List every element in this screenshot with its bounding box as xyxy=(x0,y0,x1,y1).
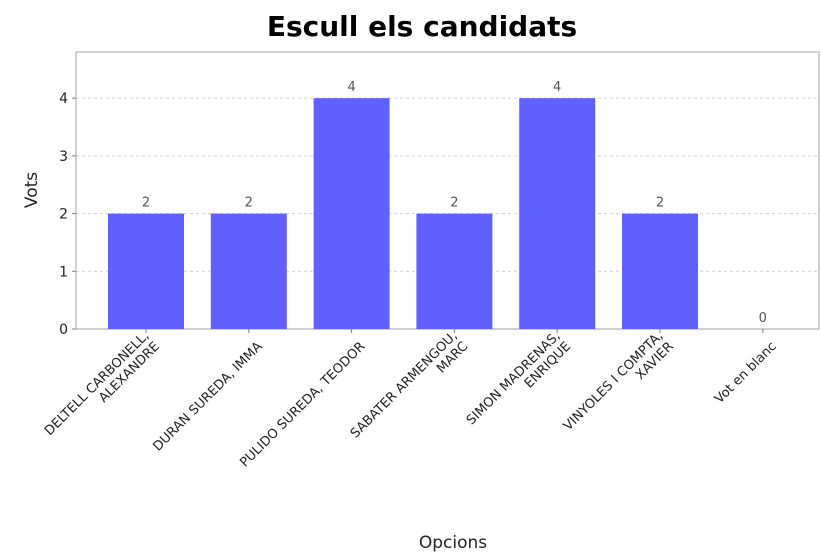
y-tick-label: 4 xyxy=(59,91,68,107)
data-label: 2 xyxy=(245,196,253,211)
y-axis-ticks: 0 1 2 3 4 xyxy=(59,91,76,338)
x-tick-label-text: DURAN SUREDA, IMMA xyxy=(150,339,265,454)
data-label: 2 xyxy=(450,196,458,211)
x-tick-label-text: VINYOLES I COMPTA,XAVIER xyxy=(561,329,677,445)
x-tick-label-text: DELTELL CARBONELL,ALEXANDRE xyxy=(42,329,163,450)
x-tick-label: DELTELL CARBONELL,ALEXANDRE xyxy=(42,329,163,450)
data-label: 4 xyxy=(347,80,355,95)
x-tick-label: SIMON MADRENAS,ENRIQUE xyxy=(464,329,574,439)
bar xyxy=(313,98,390,330)
x-tick-label: DURAN SUREDA, IMMA xyxy=(150,339,265,454)
x-tick-label: Vot en blanc xyxy=(712,339,780,407)
data-label: 2 xyxy=(656,196,664,211)
data-label: 2 xyxy=(142,196,150,211)
x-tick-label: PULIDO SUREDA, TEODOR xyxy=(237,339,368,470)
x-tick-label-text: SIMON MADRENAS,ENRIQUE xyxy=(464,329,574,439)
bar xyxy=(519,98,596,330)
y-tick-label: 0 xyxy=(59,322,68,338)
bar xyxy=(210,213,287,329)
x-tick-label-line: VINYOLES I COMPTA, xyxy=(561,329,666,434)
y-tick-label: 3 xyxy=(59,149,68,165)
x-tick-label: VINYOLES I COMPTA,XAVIER xyxy=(561,329,677,445)
x-tick-label-line: SABATER ARMENGOU, xyxy=(348,329,461,442)
y-tick-label: 1 xyxy=(59,264,68,280)
bar xyxy=(416,213,493,329)
x-tick-label-line: SIMON MADRENAS, xyxy=(464,329,564,429)
x-tick-label-line: PULIDO SUREDA, TEODOR xyxy=(237,339,368,470)
x-tick-label-line: DELTELL CARBONELL, xyxy=(42,329,152,439)
x-tick-label-text: SABATER ARMENGOU,MARC xyxy=(348,329,471,452)
x-tick-label-text: Vot en blanc xyxy=(712,339,780,407)
chart-title: Escull els candidats xyxy=(267,10,577,43)
x-tick-label-line: Vot en blanc xyxy=(712,339,780,407)
x-tick-label-line: DURAN SUREDA, IMMA xyxy=(150,339,265,454)
y-axis-label: Vots xyxy=(22,172,42,208)
x-axis-label: Opcions xyxy=(419,533,487,553)
data-label: 4 xyxy=(553,80,561,95)
bar xyxy=(622,213,698,329)
x-tick-label: SABATER ARMENGOU,MARC xyxy=(348,329,471,452)
y-tick-label: 2 xyxy=(59,207,68,223)
x-tick-label-text: PULIDO SUREDA, TEODOR xyxy=(237,339,368,470)
bars: 2 2 4 2 4 2 0 xyxy=(108,80,767,330)
bar xyxy=(108,213,184,329)
data-label: 0 xyxy=(759,311,767,326)
